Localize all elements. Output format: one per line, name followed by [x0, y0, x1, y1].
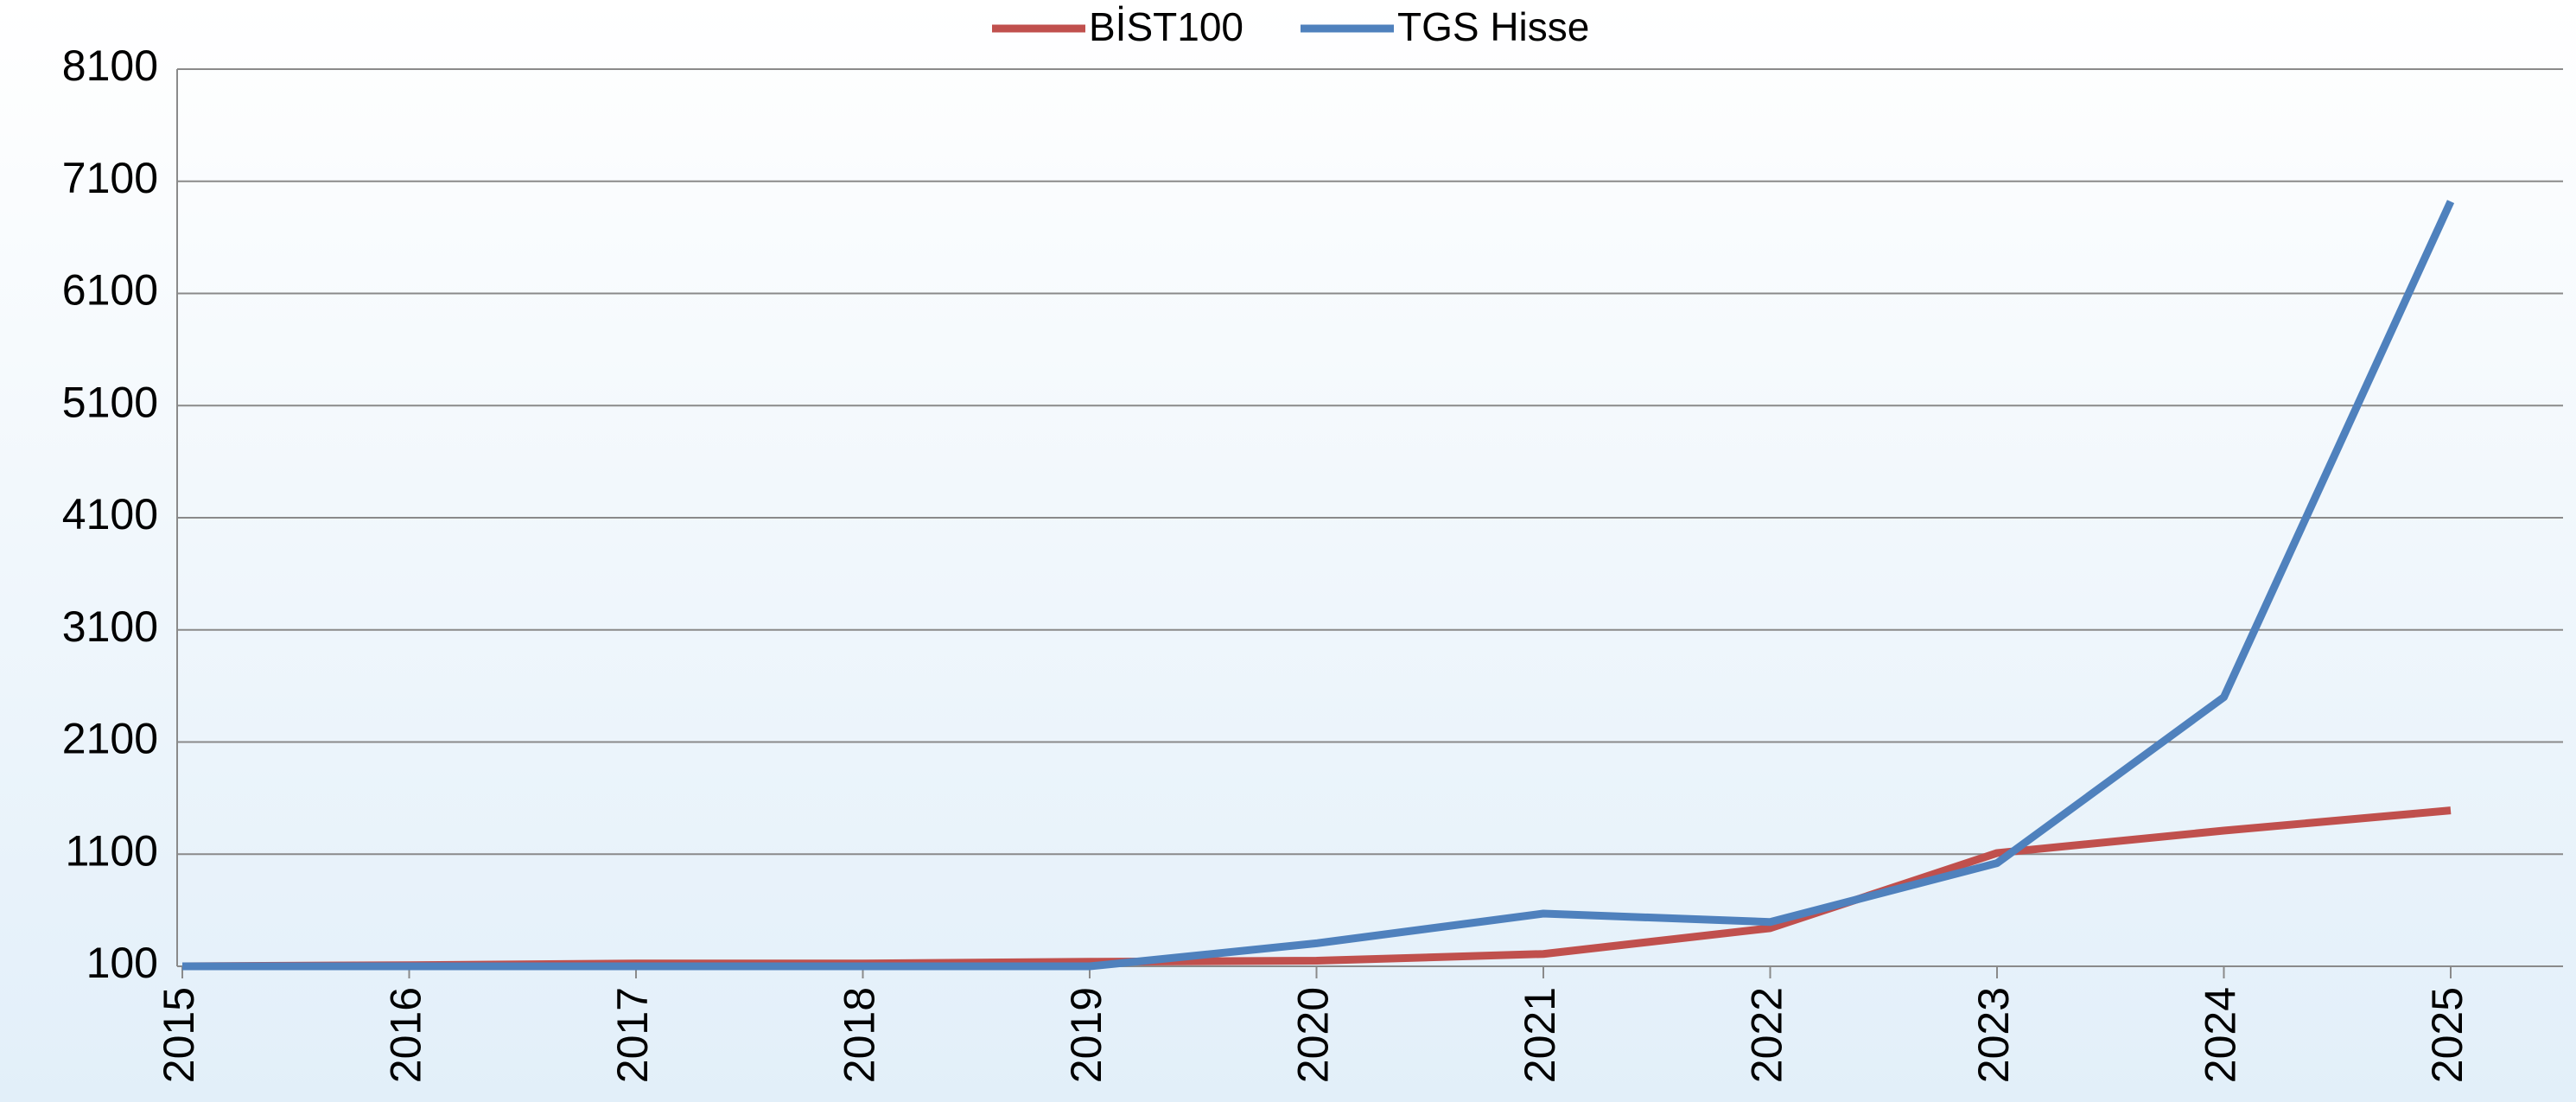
- x-tick-label: 2021: [1516, 987, 1564, 1083]
- legend-label: TGS Hisse: [1397, 4, 1589, 49]
- x-tick-label: 2018: [836, 987, 884, 1083]
- x-tick-label: 2022: [1743, 987, 1791, 1083]
- x-tick-label: 2023: [1969, 987, 2018, 1083]
- x-tick-label: 2016: [382, 987, 430, 1083]
- y-tick-label: 1100: [65, 826, 158, 875]
- y-tick-label: 7100: [62, 154, 158, 202]
- x-tick-label: 2015: [155, 987, 203, 1083]
- x-tick-label: 2024: [2197, 987, 2245, 1083]
- x-tick-label: 2019: [1062, 987, 1110, 1083]
- y-tick-label: 8100: [62, 41, 158, 90]
- y-tick-label: 6100: [62, 266, 158, 315]
- x-tick-label: 2020: [1289, 987, 1338, 1083]
- y-tick-label: 2100: [62, 715, 158, 763]
- y-tick-label: 4100: [62, 490, 158, 538]
- y-tick-label: 100: [86, 939, 158, 987]
- data-line: [182, 200, 2455, 971]
- legend-label: BİST100: [1089, 4, 1243, 49]
- x-tick-label: 2025: [2423, 987, 2471, 1083]
- x-tick-label: 2017: [608, 987, 657, 1083]
- y-tick-label: 3100: [62, 602, 158, 651]
- y-tick-label: 5100: [62, 378, 158, 426]
